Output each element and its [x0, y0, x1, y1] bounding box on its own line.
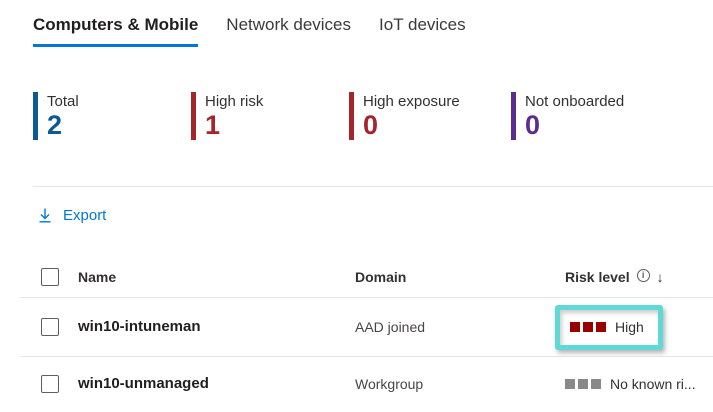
sort-descending-icon: ↓	[656, 268, 664, 285]
table-toolbar: Export	[35, 203, 713, 229]
stat-value: 0	[525, 110, 541, 140]
stat-card-not-onboarded: Not onboarded 0	[511, 92, 669, 140]
highlight-annotation: High	[555, 304, 663, 350]
device-type-tabs: Computers & Mobile Network devices IoT d…	[0, 0, 713, 47]
table-row[interactable]: win10-unmanaged Workgroup No known ri...	[20, 357, 713, 411]
stat-card-high-risk: High risk 1	[191, 92, 349, 140]
device-domain: AAD joined	[355, 319, 426, 335]
tab-computers-mobile[interactable]: Computers & Mobile	[33, 15, 199, 47]
stat-label: Total	[47, 93, 79, 110]
risk-severity-square	[583, 322, 593, 332]
export-button[interactable]: Export	[35, 203, 108, 228]
risk-severity-squares	[565, 379, 601, 389]
stat-value: 1	[205, 110, 221, 140]
table-row[interactable]: win10-intuneman AAD joined High	[20, 298, 713, 357]
risk-level-header-label: Risk level	[565, 268, 630, 285]
info-icon[interactable]: i	[636, 268, 650, 282]
export-label: Export	[63, 207, 107, 224]
stat-card-high-exposure: High exposure 0	[349, 92, 511, 140]
column-header-name[interactable]: Name	[78, 268, 117, 285]
stat-label: High exposure	[363, 93, 460, 110]
risk-severity-square	[578, 379, 588, 389]
device-domain: Workgroup	[355, 376, 424, 392]
stat-accent-bar	[33, 92, 38, 140]
device-name[interactable]: win10-intuneman	[78, 318, 201, 335]
stat-card-total: Total 2	[33, 92, 191, 140]
stat-label: Not onboarded	[525, 93, 625, 110]
risk-level-label: High	[615, 319, 644, 335]
risk-severity-square	[596, 322, 606, 332]
tab-network-devices[interactable]: Network devices	[226, 15, 352, 34]
device-table: Name Domain Risk level i ↓ win10-intunem…	[20, 256, 713, 411]
stat-accent-bar	[191, 92, 196, 140]
risk-severity-square	[570, 322, 580, 332]
stat-value: 0	[363, 110, 379, 140]
risk-level-cell: High	[555, 304, 713, 350]
risk-level-label: No known ri...	[610, 376, 696, 392]
row-checkbox[interactable]	[41, 375, 59, 393]
stat-value: 2	[47, 110, 63, 140]
table-header-row: Name Domain Risk level i ↓	[20, 256, 713, 298]
risk-level-cell: No known ri...	[565, 376, 713, 392]
risk-severity-square	[565, 379, 575, 389]
download-icon	[39, 208, 51, 223]
risk-severity-squares	[570, 322, 606, 332]
stat-label: High risk	[205, 93, 264, 110]
stat-accent-bar	[349, 92, 354, 140]
device-count-summary: Total 2 High risk 1 High exposure 0 Not …	[33, 92, 713, 140]
risk-severity-square	[591, 379, 601, 389]
row-checkbox[interactable]	[41, 318, 59, 336]
select-all-checkbox[interactable]	[41, 267, 59, 286]
column-header-risk-level[interactable]: Risk level i ↓	[565, 268, 664, 285]
column-header-domain[interactable]: Domain	[355, 268, 407, 285]
section-divider	[33, 186, 713, 187]
stat-accent-bar	[511, 92, 516, 140]
tab-iot-devices[interactable]: IoT devices	[379, 15, 466, 34]
device-name[interactable]: win10-unmanaged	[78, 375, 209, 392]
